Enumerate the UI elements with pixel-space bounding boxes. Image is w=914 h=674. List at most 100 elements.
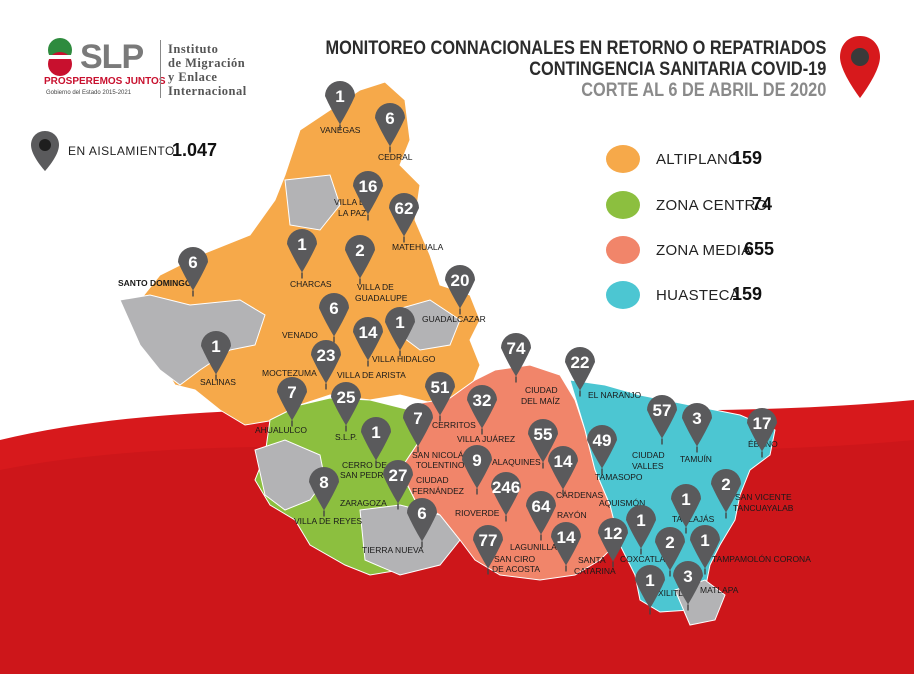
map-pin-icon — [840, 36, 880, 98]
label-alaquines: ALAQUINES — [492, 457, 541, 467]
pin-charcas[interactable]: 1 — [287, 229, 317, 279]
pin-count: 9 — [472, 451, 481, 470]
pin-count: 16 — [359, 177, 378, 196]
pin-count: 23 — [317, 346, 336, 365]
pin-xilitla[interactable]: 1 — [635, 565, 665, 615]
label-san-ciro-1: SAN CIRO — [494, 554, 535, 564]
pin-moctezuma[interactable]: 23 — [311, 340, 341, 390]
pin-villa-hidalgo[interactable]: 1 — [385, 307, 415, 357]
pin-ciudad-del-maíz[interactable]: 74 — [501, 333, 531, 383]
pin-marker-icon — [671, 484, 701, 528]
slp-logo-icon — [46, 38, 74, 76]
pin-cedral[interactable]: 6 — [375, 103, 405, 153]
pin-tamasopo[interactable]: 49 — [587, 425, 617, 475]
title-line-1: MONITOREO CONNACIONALES EN RETORNO O REP… — [325, 38, 826, 59]
pin-cerritos[interactable]: 51 — [425, 372, 455, 422]
pin-marker-icon — [353, 171, 383, 215]
pin-villa-de-guadalupe[interactable]: 2 — [345, 235, 375, 285]
pin-count: 6 — [188, 253, 197, 272]
pin-villa-juárez[interactable]: 32 — [467, 385, 497, 435]
pin-marker-icon — [587, 425, 617, 469]
label-ciudad-fdz-1: CIUDAD — [416, 475, 449, 485]
pin-guadalcazar[interactable]: 20 — [445, 265, 475, 315]
pin-marker-icon — [361, 417, 391, 461]
logo-divider — [160, 40, 161, 98]
label-lagunillas: LAGUNILLAS — [510, 542, 563, 552]
region-gray-tierra — [359, 504, 461, 576]
pin-san-vicente-tancuayalab[interactable]: 2 — [711, 469, 741, 519]
legend-name: HUASTECA — [656, 287, 741, 304]
legend-value: 159 — [732, 284, 763, 304]
pin-marker-icon — [526, 491, 556, 535]
pin-ciudad-valles[interactable]: 57 — [647, 395, 677, 445]
label-tanlajas: TANLAJÁS — [672, 514, 715, 524]
pin-marker-icon — [528, 419, 558, 463]
legend-swatch — [606, 145, 640, 173]
pin-ahualulco[interactable]: 7 — [277, 377, 307, 427]
pin-ciudad-fernández[interactable]: 9 — [462, 445, 492, 495]
pin-santa-catarina[interactable]: 12 — [598, 518, 628, 568]
pin-vanegas[interactable]: 1 — [325, 81, 355, 131]
pin-marker-icon — [635, 565, 665, 609]
label-tamasopo: TAMASOPO — [595, 472, 643, 482]
pin-marker-icon — [598, 518, 628, 562]
pin-san-nicolás-tolentino[interactable]: 7 — [403, 403, 433, 453]
legend-swatch — [606, 191, 640, 219]
pin-marker-icon — [690, 525, 720, 569]
pin-lagunillas[interactable]: 14 — [551, 522, 581, 572]
pin-tierra-nueva[interactable]: 6 — [407, 498, 437, 548]
pin-marker-icon — [403, 403, 433, 447]
label-villa-paz-1: VILLA DE — [334, 197, 371, 207]
pin-coxcatlán[interactable]: 2 — [655, 527, 685, 577]
pin-matehuala[interactable]: 62 — [389, 193, 419, 243]
label-zaragoza: ZARAGOZA — [340, 498, 387, 508]
pin-count: 64 — [532, 497, 551, 516]
pin-aquismón[interactable]: 1 — [626, 505, 656, 555]
pin-marker-icon — [626, 505, 656, 549]
pin-rayón[interactable]: 64 — [526, 491, 556, 541]
label-xilitla: XILITLA — [658, 588, 689, 598]
label-santo-domingo: SANTO DOMINGO — [118, 278, 192, 288]
pin-count: 7 — [287, 383, 296, 402]
pin-zaragoza[interactable]: 27 — [383, 460, 413, 510]
pin-alaquines[interactable]: 55 — [528, 419, 558, 469]
pin-rioverde[interactable]: 246 — [491, 472, 521, 522]
legend-altiplano: ALTIPLANO 159 — [606, 145, 866, 175]
pin-salinas[interactable]: 1 — [201, 331, 231, 381]
pin-santo-domingo[interactable]: 6 — [178, 247, 208, 297]
pin-tampamolón-corona[interactable]: 1 — [690, 525, 720, 575]
pin-el-naranjo[interactable]: 22 — [565, 347, 595, 397]
pin-count: 77 — [479, 531, 498, 550]
pin-matlapa[interactable]: 3 — [673, 561, 703, 611]
institution-logo: SLP PROSPEREMOS JUNTOS Gobierno del Esta… — [40, 34, 290, 106]
pin-villa-de-reyes[interactable]: 8 — [309, 467, 339, 517]
legend-value: 159 — [732, 148, 763, 168]
pin-marker-icon — [389, 193, 419, 237]
label-moctezuma: MOCTEZUMA — [262, 368, 317, 378]
pin-s-l-p-[interactable]: 25 — [331, 382, 361, 432]
pin-marker-icon — [467, 385, 497, 429]
label-villa-arista: VILLA DE ARISTA — [337, 370, 406, 380]
label-cerro-1: CERRO DE — [342, 460, 387, 470]
pin-san-ciro-de-acosta[interactable]: 77 — [473, 525, 503, 575]
label-charcas: CHARCAS — [290, 279, 332, 289]
pin-count: 7 — [413, 409, 422, 428]
pin-venado[interactable]: 6 — [319, 293, 349, 343]
pin-14[interactable]: 14 — [353, 317, 383, 367]
pin-ébano[interactable]: 17 — [747, 408, 777, 458]
pin-tanlajás[interactable]: 1 — [671, 484, 701, 534]
legend-name: ALTIPLANO — [656, 151, 741, 168]
pin-cárdenas[interactable]: 14 — [548, 446, 578, 496]
pin-villa-de-la-paz[interactable]: 16 — [353, 171, 383, 221]
institute-line-1: Instituto — [168, 42, 219, 56]
pin-marker-icon — [647, 395, 677, 439]
region-gray-west — [119, 294, 266, 386]
label-santa-catarina-2: CATARINA — [574, 566, 616, 576]
pin-tamuín[interactable]: 3 — [682, 403, 712, 453]
pin-marker-icon — [682, 403, 712, 447]
label-san-ciro-2: DE ACOSTA — [492, 564, 540, 574]
pin-cerro-de-san-pedro[interactable]: 1 — [361, 417, 391, 467]
label-el-naranjo: EL NARANJO — [588, 390, 641, 400]
